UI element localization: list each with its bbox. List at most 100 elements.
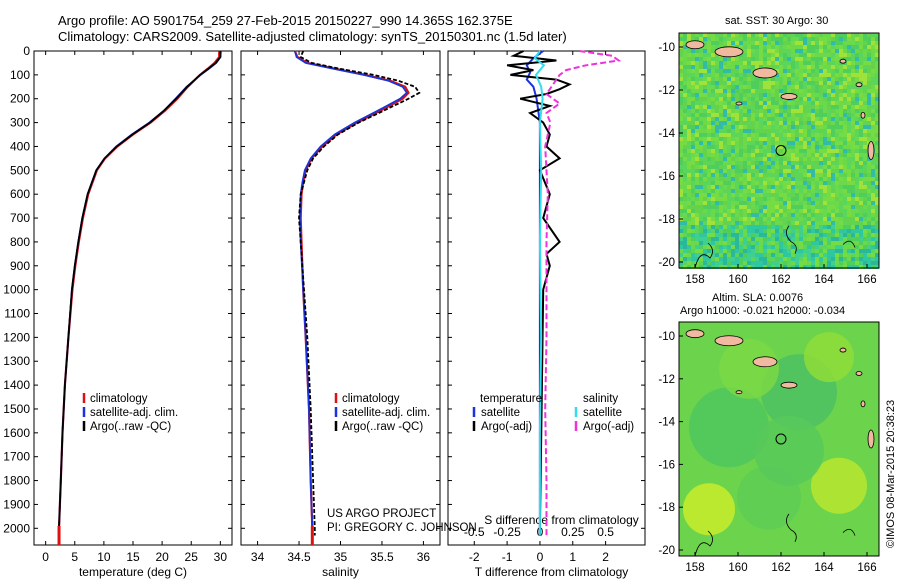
sst-pixel bbox=[763, 141, 767, 145]
sst-pixel bbox=[811, 189, 815, 193]
sst-pixel bbox=[815, 189, 819, 193]
sst-pixel bbox=[863, 37, 867, 41]
sst-pixel bbox=[751, 37, 755, 41]
sst-pixel bbox=[727, 225, 731, 229]
sst-pixel bbox=[867, 165, 871, 169]
sst-pixel bbox=[827, 65, 831, 69]
lon-tick-label: 158 bbox=[685, 274, 704, 286]
sst-pixel bbox=[767, 57, 771, 61]
sst-pixel bbox=[867, 205, 871, 209]
sst-pixel bbox=[707, 77, 711, 81]
sst-pixel bbox=[835, 129, 839, 133]
sst-pixel bbox=[763, 77, 767, 81]
sst-pixel bbox=[819, 61, 823, 65]
sst-pixel bbox=[715, 129, 719, 133]
sst-pixel bbox=[703, 65, 707, 69]
sst-pixel bbox=[739, 69, 743, 73]
sst-pixel bbox=[871, 185, 875, 189]
sst-pixel bbox=[823, 205, 827, 209]
sst-pixel bbox=[691, 97, 695, 101]
sst-pixel bbox=[743, 105, 747, 109]
sst-pixel bbox=[771, 165, 775, 169]
sst-pixel bbox=[759, 193, 763, 197]
sst-pixel bbox=[819, 205, 823, 209]
sst-pixel bbox=[779, 197, 783, 201]
sst-pixel bbox=[787, 153, 791, 157]
sst-pixel bbox=[847, 149, 851, 153]
sst-pixel bbox=[851, 133, 855, 137]
sst-pixel bbox=[851, 205, 855, 209]
sst-pixel bbox=[759, 245, 763, 249]
sst-pixel bbox=[715, 125, 719, 129]
sst-pixel bbox=[827, 97, 831, 101]
sst-pixel bbox=[767, 37, 771, 41]
sst-pixel bbox=[831, 181, 835, 185]
sst-pixel bbox=[875, 105, 879, 109]
sst-pixel bbox=[855, 129, 859, 133]
sst-pixel bbox=[763, 257, 767, 261]
sst-pixel bbox=[775, 89, 779, 93]
sst-pixel bbox=[847, 233, 851, 237]
sst-pixel bbox=[727, 137, 731, 141]
sst-pixel bbox=[807, 53, 811, 57]
sst-pixel bbox=[811, 49, 815, 53]
sst-pixel bbox=[803, 225, 807, 229]
sst-pixel bbox=[683, 181, 687, 185]
sst-pixel bbox=[835, 161, 839, 165]
sst-pixel bbox=[799, 101, 803, 105]
sst-pixel bbox=[727, 149, 731, 153]
sst-pixel bbox=[867, 73, 871, 77]
sst-pixel bbox=[767, 241, 771, 245]
sst-pixel bbox=[727, 69, 731, 73]
sst-pixel bbox=[735, 33, 739, 37]
sst-pixel bbox=[799, 241, 803, 245]
island bbox=[685, 40, 705, 50]
sst-pixel bbox=[679, 245, 683, 249]
sst-pixel bbox=[727, 253, 731, 257]
sst-pixel bbox=[823, 209, 827, 213]
sst-pixel bbox=[787, 257, 791, 261]
sst-pixel bbox=[847, 125, 851, 129]
sst-pixel bbox=[875, 69, 879, 73]
sst-pixel bbox=[847, 229, 851, 233]
sst-pixel bbox=[875, 117, 879, 121]
sst-pixel bbox=[707, 265, 711, 269]
sst-pixel bbox=[707, 101, 711, 105]
sst-pixel bbox=[747, 189, 751, 193]
sst-pixel bbox=[711, 125, 715, 129]
sst-pixel bbox=[679, 253, 683, 257]
sst-pixel bbox=[875, 101, 879, 105]
sst-pixel bbox=[863, 233, 867, 237]
sst-pixel bbox=[719, 149, 723, 153]
sst-pixel bbox=[743, 225, 747, 229]
sst-pixel bbox=[727, 97, 731, 101]
y-tick-label: 700 bbox=[10, 211, 30, 225]
sst-pixel bbox=[711, 205, 715, 209]
sst-pixel bbox=[811, 45, 815, 49]
sst-pixel bbox=[763, 89, 767, 93]
sst-pixel bbox=[843, 209, 847, 213]
sst-pixel bbox=[851, 41, 855, 45]
sst-pixel bbox=[723, 181, 727, 185]
sst-pixel bbox=[771, 113, 775, 117]
sst-pixel bbox=[735, 157, 739, 161]
sst-pixel bbox=[755, 157, 759, 161]
sst-pixel bbox=[767, 129, 771, 133]
sst-pixel bbox=[723, 93, 727, 97]
sst-pixel bbox=[867, 101, 871, 105]
sst-pixel bbox=[851, 213, 855, 217]
sst-pixel bbox=[695, 209, 699, 213]
sst-pixel bbox=[735, 85, 739, 89]
sst-pixel bbox=[775, 141, 779, 145]
sst-pixel bbox=[731, 261, 735, 265]
sst-pixel bbox=[679, 209, 683, 213]
sst-pixel bbox=[875, 229, 879, 233]
sst-pixel bbox=[803, 77, 807, 81]
sst-pixel bbox=[831, 129, 835, 133]
sst-pixel bbox=[827, 253, 831, 257]
sst-pixel bbox=[803, 37, 807, 41]
sst-pixel bbox=[843, 173, 847, 177]
sst-pixel bbox=[755, 161, 759, 165]
sst-pixel bbox=[679, 225, 683, 229]
